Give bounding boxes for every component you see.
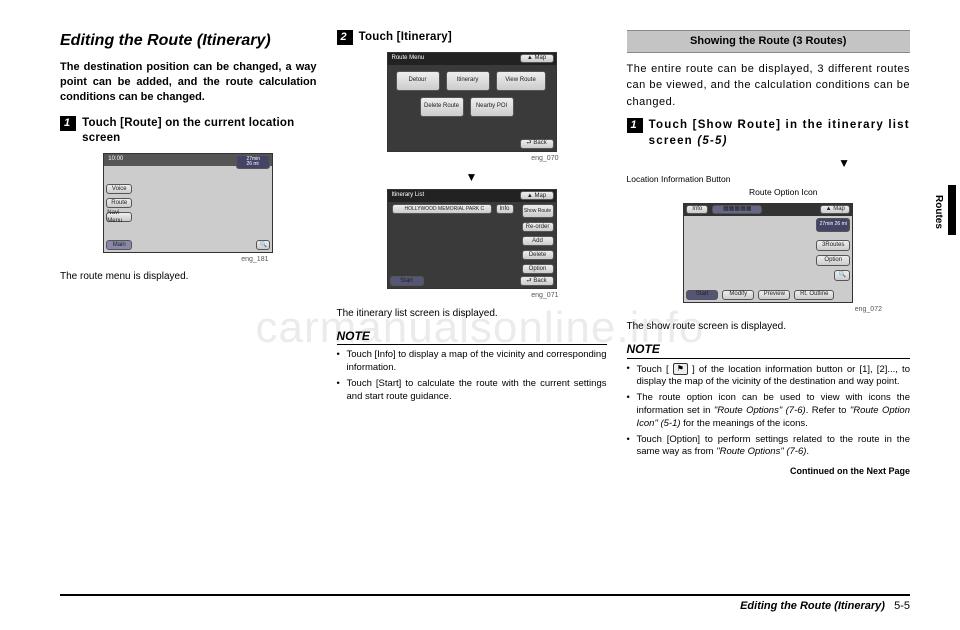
down-arrow-icon: ▼ (627, 155, 911, 171)
step-1: 1 Touch [Show Route] in the itinerary li… (627, 118, 911, 149)
figure-caption: eng_070 (337, 154, 559, 163)
figure-show-route: Info ▦▦▦▦▦ ▲ Map 27min 26 mi 3Routes Opt… (683, 203, 853, 303)
step-text: Touch [Itinerary] (359, 30, 607, 46)
figure-caption: eng_072 (627, 305, 883, 314)
section-title: Editing the Route (Itinerary) (60, 30, 317, 52)
step-number-badge: 1 (60, 116, 76, 131)
side-tab-label: Routes (933, 195, 944, 229)
note-heading: NOTE (337, 328, 607, 345)
step-number-badge: 2 (337, 30, 353, 45)
callout-label: Route Option Icon (627, 187, 911, 198)
thumb-index-bar (948, 185, 956, 235)
figure-route-menu: Route Menu ▲ Map Detour Itinerary View R… (387, 52, 557, 152)
section-intro: The destination position can be changed,… (60, 60, 317, 106)
destination-flag-icon: ⚑ (673, 363, 688, 376)
note-item: The route option icon can be used to vie… (627, 392, 911, 430)
step-text: Touch [Route] on the current location sc… (82, 116, 316, 147)
footer-page: 5-5 (894, 600, 910, 612)
body-text: The route menu is displayed. (60, 270, 317, 284)
step-1: 1 Touch [Route] on the current location … (60, 116, 317, 147)
callout-label: Location Information Button (627, 174, 911, 185)
column-2: 2 Touch [Itinerary] Route Menu ▲ Map Det… (337, 30, 607, 570)
note-list: Touch [Info] to display a map of the vic… (337, 349, 607, 403)
down-arrow-icon: ▼ (337, 169, 607, 185)
step-text: Touch [Show Route] in the itinerary list… (649, 118, 910, 149)
body-text: The show route screen is displayed. (627, 320, 911, 334)
figure-route-menu-map: 10:00 Voice Route Navi Menu Main 27min26… (103, 153, 273, 253)
column-1: Editing the Route (Itinerary) The destin… (60, 30, 317, 570)
note-label: NOTE (337, 328, 374, 344)
note-label: NOTE (627, 341, 664, 357)
note-item: Touch [Option] to perform settings relat… (627, 434, 911, 460)
note-heading: NOTE (627, 341, 911, 358)
page-columns: Editing the Route (Itinerary) The destin… (60, 30, 910, 570)
note-item: Touch [Info] to display a map of the vic… (337, 349, 607, 375)
section-intro: The entire route can be displayed, 3 dif… (627, 61, 911, 111)
note-item: Touch [Start] to calculate the route wit… (337, 378, 607, 404)
subsection-header: Showing the Route (3 Routes) (627, 30, 911, 53)
step-2: 2 Touch [Itinerary] (337, 30, 607, 46)
footer-title: Editing the Route (Itinerary) (740, 600, 885, 612)
note-item: Touch [ ⚑ ] of the location information … (627, 363, 911, 390)
figure-itinerary-list: Itinerary List ▲ Map HOLLYWOOD MEMORIAL … (387, 189, 557, 289)
column-3: Showing the Route (3 Routes) The entire … (627, 30, 911, 570)
step-number-badge: 1 (627, 118, 643, 133)
figure-caption: eng_181 (60, 255, 269, 264)
note-list: Touch [ ⚑ ] of the location information … (627, 363, 911, 460)
figure-caption: eng_071 (337, 291, 559, 300)
continued-label: Continued on the Next Page (627, 465, 911, 477)
page-footer: Editing the Route (Itinerary) 5-5 (60, 594, 910, 612)
body-text: The itinerary list screen is displayed. (337, 307, 607, 321)
